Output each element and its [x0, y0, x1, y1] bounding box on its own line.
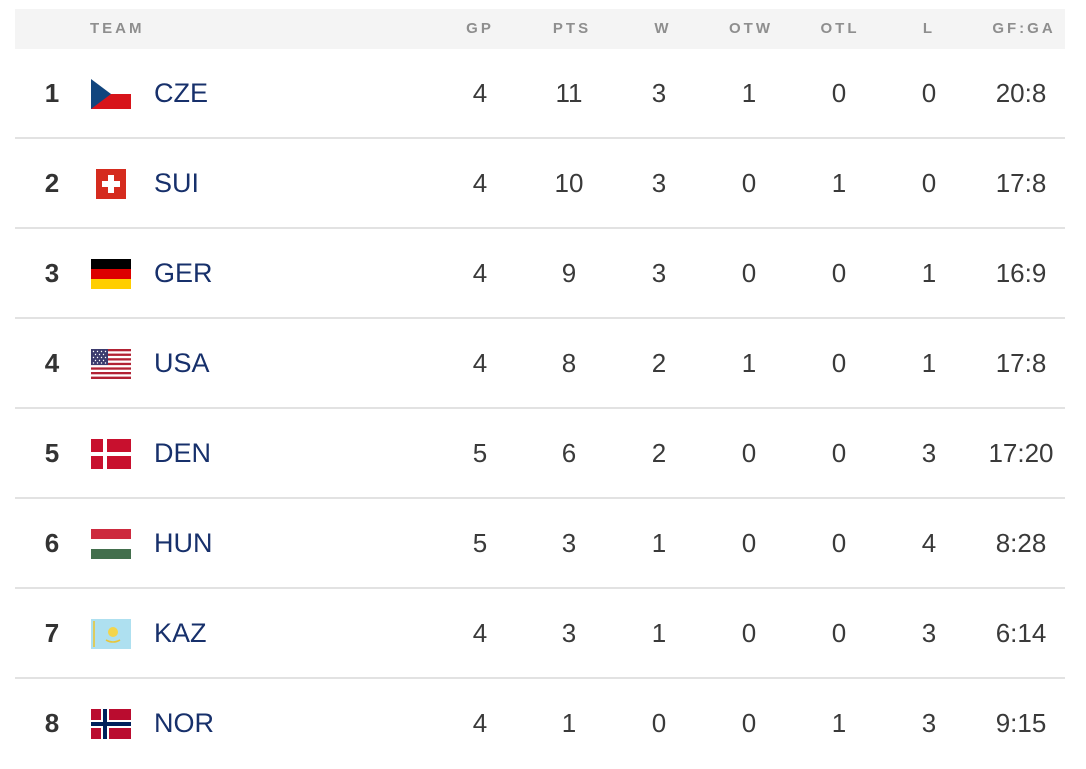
team-name[interactable]: NOR	[154, 708, 214, 738]
cell-w: 3	[651, 258, 667, 288]
rank: 2	[44, 168, 60, 198]
cell-l: 3	[921, 438, 937, 468]
rank: 6	[44, 528, 60, 558]
cell-w: 2	[651, 348, 667, 378]
czech-flag-icon	[91, 79, 131, 109]
norwegian-flag-icon	[91, 709, 131, 739]
header-otl[interactable]: OTL	[820, 20, 860, 37]
table-row[interactable]: 4 USA 4 8	[15, 319, 1065, 409]
cell-pts: 3	[561, 528, 577, 558]
cell-otl: 1	[831, 708, 847, 738]
cell-otl: 0	[831, 438, 847, 468]
table-row[interactable]: 6 HUN 5 3 1 0 0 4 8:28	[15, 499, 1065, 589]
cell-otl: 0	[831, 618, 847, 648]
kazakh-flag-icon	[91, 619, 131, 649]
cell-pts: 3	[561, 618, 577, 648]
cell-w: 1	[651, 528, 667, 558]
cell-otl: 0	[831, 258, 847, 288]
german-flag-icon	[91, 259, 131, 289]
team-name[interactable]: SUI	[154, 168, 200, 198]
cell-otl: 0	[831, 528, 847, 558]
team-name[interactable]: GER	[154, 258, 213, 288]
cell-gp: 4	[472, 708, 488, 738]
cell-otw: 0	[741, 258, 757, 288]
team-name[interactable]: CZE	[154, 78, 208, 108]
rank: 3	[44, 258, 60, 288]
hungarian-flag-icon	[91, 529, 131, 559]
us-flag-icon	[91, 349, 131, 379]
cell-gp: 4	[472, 348, 488, 378]
cell-pts: 8	[561, 348, 577, 378]
cell-gp: 5	[472, 528, 488, 558]
team-name[interactable]: KAZ	[154, 618, 207, 648]
rank: 4	[44, 348, 60, 378]
cell-otw: 0	[741, 438, 757, 468]
team-name[interactable]: DEN	[154, 438, 212, 468]
cell-l: 3	[921, 618, 937, 648]
cell-l: 4	[921, 528, 937, 558]
cell-otw: 0	[741, 168, 757, 198]
cell-gp: 4	[472, 78, 488, 108]
cell-pts: 11	[555, 78, 583, 108]
cell-otw: 0	[741, 708, 757, 738]
cell-gp: 5	[472, 438, 488, 468]
header-l[interactable]: L	[922, 20, 936, 37]
cell-gfga: 6:14	[995, 618, 1047, 648]
table-row[interactable]: 7 KAZ 4 3 1 0 0 3 6:14	[15, 589, 1065, 679]
rank: 8	[44, 708, 60, 738]
cell-gfga: 9:15	[995, 708, 1047, 738]
header-otw[interactable]: OTW	[729, 20, 773, 37]
cell-gfga: 8:28	[995, 528, 1047, 558]
cell-pts: 10	[554, 168, 584, 198]
table-row[interactable]: 2 SUI 4 10 3 0 1 0 17:8	[15, 139, 1065, 229]
cell-gfga: 17:8	[995, 168, 1047, 198]
cell-otl: 1	[831, 168, 847, 198]
cell-otw: 1	[741, 78, 757, 108]
cell-w: 2	[651, 438, 667, 468]
cell-gfga: 17:8	[995, 348, 1047, 378]
header-gfga[interactable]: GF:GA	[992, 20, 1056, 37]
cell-l: 1	[921, 258, 937, 288]
swiss-flag-icon	[96, 169, 126, 199]
table-header: TEAM GP PTS W OTW OTL L GF:GA	[15, 9, 1065, 49]
cell-w: 3	[651, 168, 667, 198]
standings-table: TEAM GP PTS W OTW OTL L GF:GA 1 CZE 4 11…	[15, 9, 1065, 769]
team-name[interactable]: USA	[154, 348, 210, 378]
cell-gfga: 17:20	[988, 438, 1054, 468]
header-gp[interactable]: GP	[466, 20, 494, 37]
cell-pts: 1	[561, 708, 577, 738]
rank: 7	[44, 618, 60, 648]
cell-otl: 0	[831, 348, 847, 378]
team-name[interactable]: HUN	[154, 528, 213, 558]
cell-gp: 4	[472, 618, 488, 648]
table-row[interactable]: 3 GER 4 9 3 0 0 1 16:9	[15, 229, 1065, 319]
cell-w: 3	[651, 78, 667, 108]
header-w[interactable]: W	[654, 20, 672, 37]
cell-l: 1	[921, 348, 937, 378]
cell-gp: 4	[472, 168, 488, 198]
cell-otw: 1	[741, 348, 757, 378]
cell-otl: 0	[831, 78, 847, 108]
cell-w: 1	[651, 618, 667, 648]
header-pts[interactable]: PTS	[552, 20, 592, 37]
header-team[interactable]: TEAM	[90, 20, 145, 37]
cell-otw: 0	[741, 528, 757, 558]
table-row[interactable]: 1 CZE 4 11 3 1 0 0 20:8	[15, 49, 1065, 139]
cell-l: 0	[921, 168, 937, 198]
cell-w: 0	[651, 708, 667, 738]
cell-pts: 6	[561, 438, 577, 468]
cell-pts: 9	[561, 258, 577, 288]
cell-gp: 4	[472, 258, 488, 288]
table-body: 1 CZE 4 11 3 1 0 0 20:8 2 SUI 4	[15, 49, 1065, 769]
cell-l: 3	[921, 708, 937, 738]
table-row[interactable]: 5 DEN 5 6 2 0 0 3 17:20	[15, 409, 1065, 499]
cell-l: 0	[921, 78, 937, 108]
cell-gfga: 16:9	[995, 258, 1047, 288]
rank: 5	[44, 438, 60, 468]
cell-otw: 0	[741, 618, 757, 648]
table-row[interactable]: 8 NOR 4 1 0 0 1 3 9:15	[15, 679, 1065, 769]
cell-gfga: 20:8	[995, 78, 1047, 108]
rank: 1	[44, 78, 60, 108]
danish-flag-icon	[91, 439, 131, 469]
